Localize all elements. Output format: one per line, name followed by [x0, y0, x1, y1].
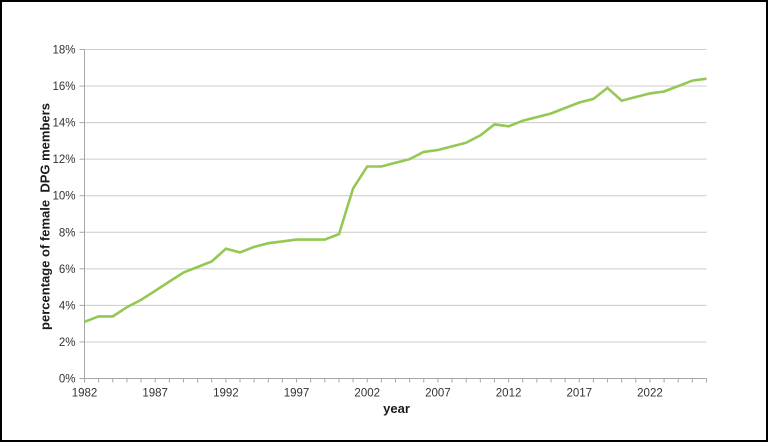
y-tick-label: 0% [59, 374, 76, 386]
y-tick-label: 16% [52, 81, 75, 93]
y-tick-label: 18% [52, 45, 75, 57]
y-tick-label: 14% [52, 118, 75, 130]
x-tick-label: 1987 [142, 388, 168, 400]
x-tick-label: 1982 [72, 388, 98, 400]
x-tick-label: 1992 [213, 388, 239, 400]
y-tick-label: 6% [59, 264, 76, 276]
x-tick-label: 2007 [425, 388, 451, 400]
y-tick-label: 12% [52, 154, 75, 166]
y-tick-label: 2% [59, 337, 76, 349]
y-tick-label: 4% [59, 300, 76, 312]
y-tick-label: 10% [52, 191, 75, 203]
x-tick-label: 2012 [496, 388, 522, 400]
y-axis-title: percentage of female DPG members [37, 103, 53, 330]
y-tick-label: 8% [59, 227, 76, 239]
x-tick-label: 2002 [354, 388, 380, 400]
data-series-line [84, 77, 707, 324]
x-axis-title: year [383, 401, 410, 416]
x-tick-label: 2022 [637, 388, 663, 400]
x-tick-label: 2017 [566, 388, 592, 400]
x-tick-label: 1997 [284, 388, 310, 400]
